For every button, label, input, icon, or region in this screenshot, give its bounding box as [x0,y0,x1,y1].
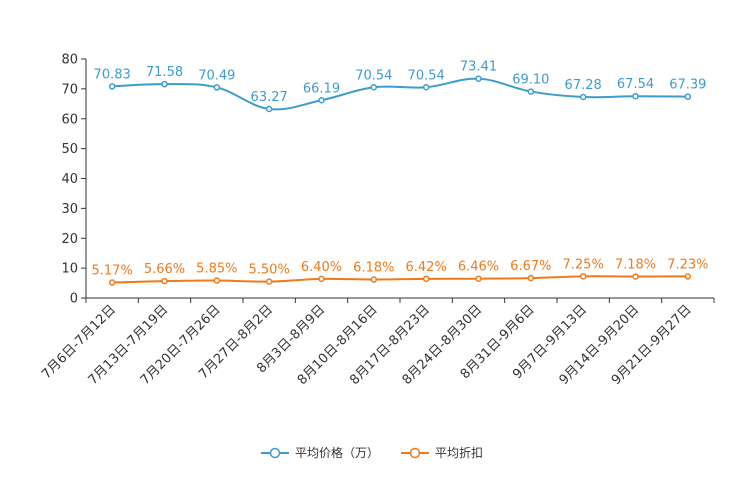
y-tick-label: 50 [61,142,78,157]
data-label: 70.83 [94,67,131,82]
y-tick-label: 10 [61,262,78,277]
data-label: 7.18% [615,258,656,273]
data-point[interactable] [684,273,692,280]
data-point[interactable] [213,277,221,284]
series-line-0 [112,77,688,111]
data-point[interactable] [108,83,116,90]
y-tick-label: 0 [70,292,78,307]
data-point[interactable] [318,275,325,283]
legend-label-discount: 平均折扣 [435,446,484,460]
data-label: 70.49 [198,68,235,83]
data-point[interactable] [108,279,116,286]
data-label: 6.46% [458,260,499,275]
data-point[interactable] [265,105,273,113]
series-line-1 [112,275,688,284]
y-tick-label: 80 [61,53,78,68]
data-point[interactable] [475,275,482,282]
data-label: 67.54 [617,77,654,92]
data-label: 7.25% [563,257,604,272]
data-point[interactable] [161,277,168,285]
data-label: 71.58 [146,65,183,80]
data-point[interactable] [370,276,378,283]
data-label: 5.66% [144,262,185,277]
data-label: 7.23% [667,257,708,272]
data-point[interactable] [318,97,325,104]
data-label: 70.54 [408,68,445,83]
data-label: 67.39 [669,78,706,93]
data-label: 5.85% [196,262,237,277]
data-point[interactable] [632,92,639,100]
data-label: 6.42% [406,260,447,275]
legend: 平均价格（万） 平均折扣 [0,444,744,461]
data-label: 67.28 [565,78,602,93]
legend-label-price: 平均价格（万） [294,446,379,460]
y-tick-label: 30 [61,202,78,217]
data-point[interactable] [265,278,273,285]
data-label: 69.10 [512,73,549,88]
legend-line-icon [401,447,429,458]
data-label: 66.19 [303,81,340,96]
data-point[interactable] [161,80,168,88]
data-point[interactable] [684,93,692,100]
data-point[interactable] [527,88,535,95]
data-label: 6.67% [510,259,551,274]
data-point[interactable] [632,273,639,280]
data-point[interactable] [579,93,587,101]
data-label: 63.27 [251,90,288,105]
legend-item-price[interactable]: 平均价格（万） [260,444,379,461]
data-label: 6.40% [301,260,342,275]
data-point[interactable] [370,84,378,91]
y-tick-label: 20 [61,232,78,247]
data-label: 5.50% [249,263,290,278]
data-point[interactable] [475,75,482,82]
data-point[interactable] [422,275,430,283]
data-label: 70.54 [355,68,392,83]
data-point[interactable] [527,274,535,282]
y-tick-label: 70 [61,82,78,97]
data-point[interactable] [579,273,587,280]
y-tick-label: 40 [61,172,78,187]
data-label: 5.17% [92,264,133,279]
data-label: 73.41 [460,60,497,75]
y-tick-label: 60 [61,112,78,127]
data-point[interactable] [422,84,430,91]
legend-item-discount[interactable]: 平均折扣 [401,444,483,461]
legend-line-icon [260,447,289,458]
data-point[interactable] [213,84,221,91]
data-label: 6.18% [353,261,394,276]
